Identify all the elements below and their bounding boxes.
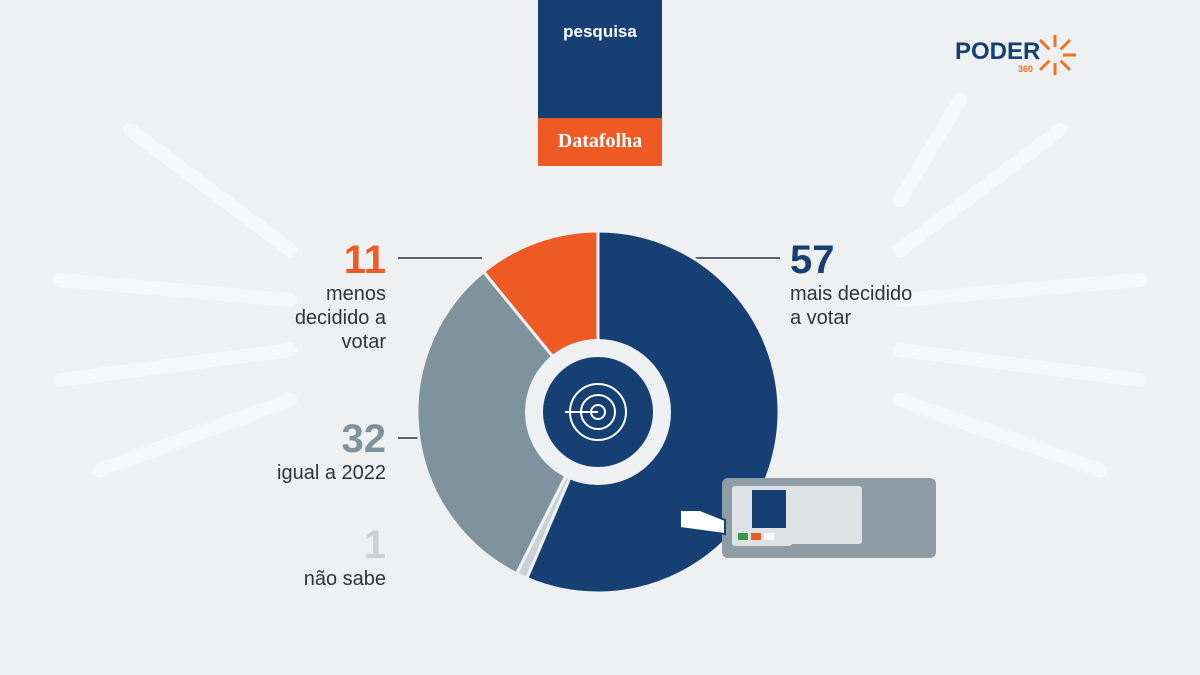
logo-name: PODER (955, 38, 1041, 65)
slice-label: 11 menos decidido a votar (250, 238, 386, 354)
header-source: Datafolha (557, 130, 643, 152)
value-label: 32 (341, 417, 387, 461)
header-box (538, 0, 662, 118)
category-label: não sabe (303, 568, 386, 590)
target-icon (565, 383, 627, 441)
value-label: 11 (343, 238, 386, 282)
slice-label: 57 mais decidido a votar (790, 238, 926, 330)
category-label: igual a 2022 (277, 462, 386, 484)
logo-sun (1038, 35, 1076, 75)
voting-machine (679, 478, 936, 558)
category-label: mais decidido a votar (790, 283, 913, 329)
background-rays (53, 93, 1147, 477)
source-box (538, 118, 662, 166)
slice (415, 269, 600, 576)
slice-label: 32 igual a 2022 (250, 417, 386, 485)
slice-label: 1 não sabe (250, 523, 386, 591)
header-label: pesquisa (563, 22, 637, 41)
value-label: 57 (790, 238, 835, 282)
value-label: 1 (363, 523, 386, 567)
logo-number: 360 (1018, 64, 1034, 74)
category-label: menos decidido a votar (294, 283, 386, 353)
